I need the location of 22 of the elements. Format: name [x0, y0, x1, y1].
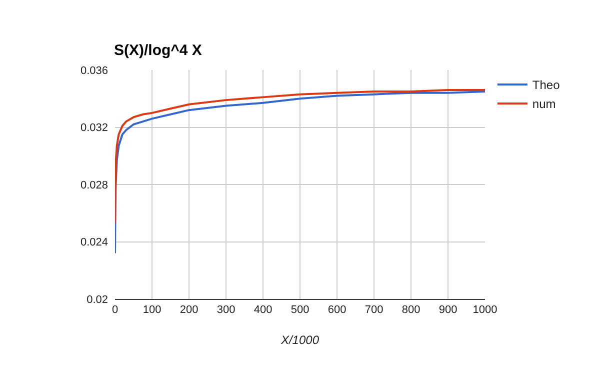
x-tick-label: 800 [402, 304, 420, 316]
line-series [115, 89, 485, 224]
y-tick-label: 0.036 [80, 64, 108, 77]
y-tick-label: 0.02 [86, 294, 108, 306]
x-tick-label: 700 [364, 304, 384, 316]
chart-title: S(X)/log^4 X [114, 42, 202, 60]
x-tick-label: 400 [254, 304, 272, 316]
y-tick-label: 0.032 [80, 122, 108, 134]
y-tick-label: 0.024 [80, 236, 108, 249]
x-tick-label: 1000 [472, 304, 498, 316]
x-tick-label: 100 [142, 304, 162, 316]
x-axis-title: X/1000 [280, 333, 320, 348]
x-tick-label: 600 [328, 304, 346, 316]
legend-label: Theo [532, 78, 560, 92]
x-tick-label: 300 [216, 304, 236, 316]
y-tick-label: 0.028 [80, 179, 108, 192]
x-tick-label: 200 [180, 304, 198, 316]
line-series [115, 90, 485, 254]
x-tick-label: 500 [290, 304, 310, 316]
x-tick-label: 900 [438, 304, 458, 316]
x-tick-label: 0 [112, 304, 118, 316]
legend-label: num [532, 97, 556, 112]
